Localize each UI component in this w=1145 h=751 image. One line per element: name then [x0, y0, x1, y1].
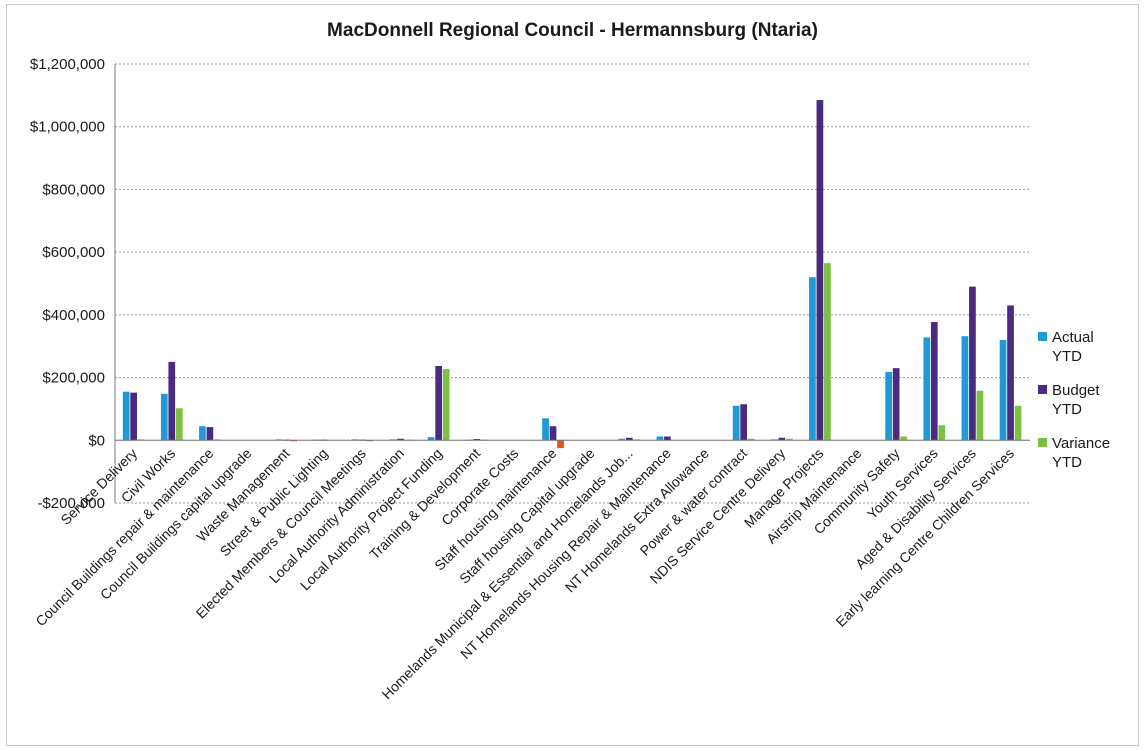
bar: [206, 427, 214, 441]
y-tick-label: $600,000: [42, 244, 105, 261]
bar: [938, 425, 946, 441]
x-tick-label: Early learning Centre Children Services: [832, 445, 1017, 630]
legend-swatch: [1038, 332, 1047, 341]
gridlines: [115, 63, 1030, 504]
bar: [892, 368, 900, 441]
y-tick-label: $1,200,000: [30, 56, 105, 73]
y-tick-label: $1,000,000: [30, 119, 105, 136]
bar: [427, 437, 435, 441]
bar: [473, 439, 481, 441]
bar: [976, 390, 984, 441]
bar: [442, 369, 450, 441]
bar: [961, 336, 969, 441]
y-tick-label: $800,000: [42, 181, 105, 198]
chart-title: MacDonnell Regional Council - Hermannsbu…: [327, 20, 818, 41]
bar: [122, 391, 130, 441]
legend: Actual YTD Budget YTD Variance YTD: [1038, 329, 1110, 471]
bar: [740, 404, 748, 441]
bar: [747, 438, 755, 441]
bar: [168, 361, 176, 441]
bar: [618, 438, 626, 441]
legend-label: Variance YTD: [1052, 435, 1110, 471]
bar: [175, 408, 183, 441]
legend-label: Actual YTD: [1052, 329, 1094, 365]
bar: [930, 322, 938, 441]
bar: [785, 438, 793, 441]
bar: [816, 100, 824, 441]
bar: [160, 393, 168, 441]
chart-frame: [6, 4, 1139, 746]
y-tick-label: $0: [88, 432, 105, 449]
bar: [397, 438, 404, 441]
bar: [664, 436, 671, 441]
bar: [732, 405, 740, 441]
bar: [199, 426, 206, 441]
bar: [969, 286, 976, 441]
bar: [435, 365, 443, 441]
y-tick-label: $200,000: [42, 370, 105, 387]
bar: [542, 418, 549, 441]
bar: [824, 263, 831, 441]
bar: [549, 426, 557, 441]
bars: [122, 100, 1022, 449]
y-axis-tick-labels: -$200,000 $0 $200,000 $400,000 $600,000 $800,…: [30, 56, 105, 512]
legend-swatch: [1038, 438, 1047, 447]
x-tick-label: Council Buildings repair & maintenance: [32, 445, 216, 629]
bar: [900, 436, 908, 441]
bar: [1014, 405, 1022, 441]
bar: [1007, 305, 1014, 441]
bar: [778, 437, 786, 441]
bar: [557, 440, 564, 449]
bar: [656, 436, 664, 441]
legend-swatch: [1038, 385, 1047, 394]
bar: [923, 337, 931, 441]
y-tick-label: -$200,000: [37, 495, 105, 512]
legend-label: Budget YTD: [1052, 382, 1100, 418]
bar: [130, 392, 138, 441]
y-tick-label: $400,000: [42, 307, 105, 324]
bar: [999, 339, 1007, 441]
bar: [885, 371, 893, 441]
bar: [625, 437, 633, 441]
axes: [114, 64, 1030, 503]
bar: [809, 277, 816, 441]
